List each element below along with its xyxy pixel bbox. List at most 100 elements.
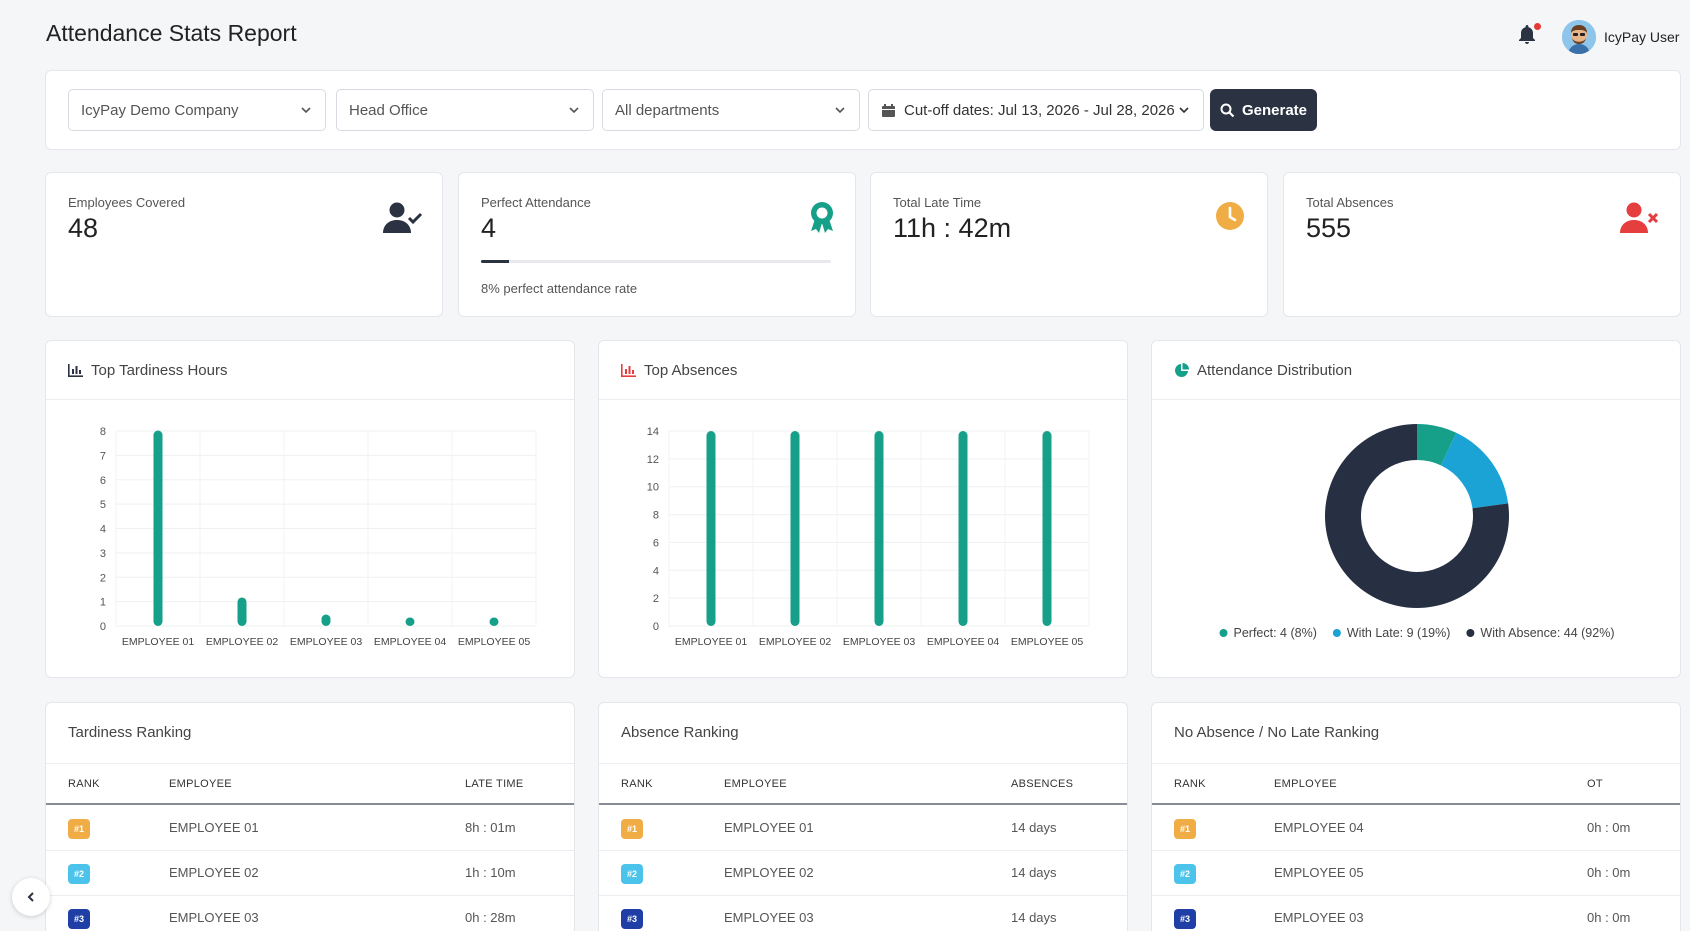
bar[interactable] xyxy=(874,431,884,626)
absence-ranking-title: Absence Ranking xyxy=(621,724,739,741)
total-absences-value: 555 xyxy=(1306,213,1352,243)
donut-slice[interactable] xyxy=(1440,432,1509,509)
company-select[interactable]: IcyPay Demo Company xyxy=(68,89,326,131)
column-header-rank: RANK xyxy=(621,778,653,790)
search-icon xyxy=(1220,103,1235,117)
donut-slice[interactable] xyxy=(1325,424,1509,608)
top-tardiness-panel: Top Tardiness Hours 0 1 2 3 4 5 6 7 8 EMPLOYEE 01… xyxy=(45,340,575,678)
user-remove-icon xyxy=(1620,202,1659,233)
legend-label: With Late: 9 (19%) xyxy=(1347,626,1451,640)
column-header-ot: OT xyxy=(1587,778,1603,790)
top-absences-panel: Top Absences 0 2 4 6 8 10 12 14 EMPLOYEE 01 EMPLO… xyxy=(598,340,1128,678)
employee-name: EMPLOYEE 04 xyxy=(1274,820,1364,835)
table-row[interactable]: #2 EMPLOYEE 02 1h : 10m xyxy=(46,851,574,896)
total-late-time-value: 11h : 42m xyxy=(893,213,1012,243)
y-tick-label: 12 xyxy=(647,454,659,466)
ot-value: 0h : 0m xyxy=(1587,820,1631,835)
total-absences-card: Total Absences 555 xyxy=(1283,172,1681,317)
legend-label: With Absence: 44 (92%) xyxy=(1480,626,1614,640)
y-tick-label: 2 xyxy=(653,593,659,605)
total-late-time-label: Total Late Time xyxy=(893,195,982,210)
chevron-down-icon xyxy=(569,107,579,114)
perfect-attendance-progress-fill xyxy=(481,260,509,263)
donut-slice[interactable] xyxy=(1417,424,1457,466)
attendance-distribution-panel: Attendance Distribution Perfect: 4 (8%) W… xyxy=(1151,340,1681,678)
employee-name: EMPLOYEE 02 xyxy=(724,865,814,880)
y-tick-label: 6 xyxy=(100,475,106,487)
tardiness-bar-chart: 0 1 2 3 4 5 6 7 8 EMPLOYEE 01 EMPLOYEE 02 EMPLOYEE … xyxy=(100,426,537,648)
top-absences-title: Top Absences xyxy=(621,362,737,379)
bar[interactable] xyxy=(706,431,716,626)
table-row[interactable]: #3 EMPLOYEE 03 0h : 28m xyxy=(46,896,574,931)
branch-select-value: Head Office xyxy=(349,101,428,119)
y-tick-label: 14 xyxy=(647,426,659,438)
employees-covered-value: 48 xyxy=(68,213,99,243)
table-row[interactable]: #1 EMPLOYEE 04 0h : 0m xyxy=(1152,806,1680,851)
branch-select[interactable]: Head Office xyxy=(336,89,594,131)
cutoff-date-value: Cut-off dates: Jul 13, 2026 - Jul 28, 20… xyxy=(904,101,1175,119)
bar[interactable] xyxy=(958,431,968,626)
table-row[interactable]: #3 EMPLOYEE 03 0h : 0m xyxy=(1152,896,1680,931)
x-tick-label: EMPLOYEE 02 xyxy=(206,636,279,648)
table-row[interactable]: #2 EMPLOYEE 02 14 days xyxy=(599,851,1127,896)
bar-chart-icon xyxy=(68,364,83,377)
bar[interactable] xyxy=(489,617,499,626)
column-header-employee: EMPLOYEE xyxy=(1274,778,1337,790)
employee-name: EMPLOYEE 05 xyxy=(1274,865,1364,880)
avatar[interactable] xyxy=(1562,20,1596,54)
table-row[interactable]: #2 EMPLOYEE 05 0h : 0m xyxy=(1152,851,1680,896)
bar[interactable] xyxy=(790,431,800,626)
page-title: Attendance Stats Report xyxy=(46,20,297,46)
employee-name: EMPLOYEE 02 xyxy=(169,865,259,880)
bar[interactable] xyxy=(153,430,163,626)
x-tick-label: EMPLOYEE 03 xyxy=(843,636,916,648)
legend-marker xyxy=(1332,629,1341,637)
column-header-late-time: LATE TIME xyxy=(465,778,524,790)
chevron-down-icon xyxy=(1179,107,1189,114)
table-row[interactable]: #1 EMPLOYEE 01 8h : 01m xyxy=(46,806,574,851)
attendance-donut-chart: Perfect: 4 (8%) With Late: 9 (19%) With Ab… xyxy=(1219,424,1615,640)
table-row[interactable]: #3 EMPLOYEE 03 14 days xyxy=(599,896,1127,931)
rank-badge: #3 xyxy=(621,909,643,929)
filter-bar: IcyPay Demo Company Head Office All depa… xyxy=(45,70,1681,150)
user-name[interactable]: IcyPay User xyxy=(1604,29,1680,45)
late-time-value: 0h : 28m xyxy=(465,910,516,925)
bar[interactable] xyxy=(321,614,331,626)
bar[interactable] xyxy=(237,597,247,626)
legend-marker xyxy=(1466,629,1475,637)
department-select-value: All departments xyxy=(615,101,720,119)
no-absence-ranking-panel: No Absence / No Late Ranking RANK EMPLOY… xyxy=(1151,702,1681,931)
cutoff-date-select[interactable]: Cut-off dates: Jul 13, 2026 - Jul 28, 20… xyxy=(868,89,1204,131)
perfect-attendance-card: Perfect Attendance 4 8% perfect attendan… xyxy=(458,172,856,317)
calendar-icon xyxy=(882,103,895,117)
generate-button[interactable]: Generate xyxy=(1210,89,1317,131)
y-tick-label: 3 xyxy=(100,548,106,560)
notification-bell-icon[interactable] xyxy=(1517,23,1541,46)
collapse-sidebar-button[interactable] xyxy=(12,878,50,916)
company-select-value: IcyPay Demo Company xyxy=(81,101,239,119)
generate-button-label: Generate xyxy=(1241,101,1308,119)
legend-marker xyxy=(1219,629,1228,637)
employees-covered-card: Employees Covered 48 xyxy=(45,172,443,317)
perfect-attendance-label: Perfect Attendance xyxy=(481,195,591,210)
rank-badge: #1 xyxy=(68,819,90,839)
perfect-attendance-value: 4 xyxy=(481,213,497,243)
x-tick-label: EMPLOYEE 05 xyxy=(1011,636,1084,648)
bar-chart-icon xyxy=(621,364,636,377)
department-select[interactable]: All departments xyxy=(602,89,860,131)
column-header-rank: RANK xyxy=(68,778,100,790)
tardiness-ranking-panel: Tardiness Ranking RANK EMPLOYEE LATE TIM… xyxy=(45,702,575,931)
y-tick-label: 4 xyxy=(653,565,659,577)
chevron-down-icon xyxy=(301,107,311,114)
total-absences-label: Total Absences xyxy=(1306,195,1394,210)
column-header-rank: RANK xyxy=(1174,778,1206,790)
bar[interactable] xyxy=(1042,431,1052,626)
table-header: RANK EMPLOYEE ABSENCES xyxy=(599,763,1127,805)
table-row[interactable]: #1 EMPLOYEE 01 14 days xyxy=(599,806,1127,851)
attendance-distribution-title-text: Attendance Distribution xyxy=(1197,362,1353,379)
y-tick-label: 5 xyxy=(100,499,106,511)
y-tick-label: 4 xyxy=(100,524,106,536)
x-tick-label: EMPLOYEE 01 xyxy=(122,636,195,648)
bar[interactable] xyxy=(405,617,415,626)
attendance-distribution-title: Attendance Distribution xyxy=(1174,362,1352,379)
